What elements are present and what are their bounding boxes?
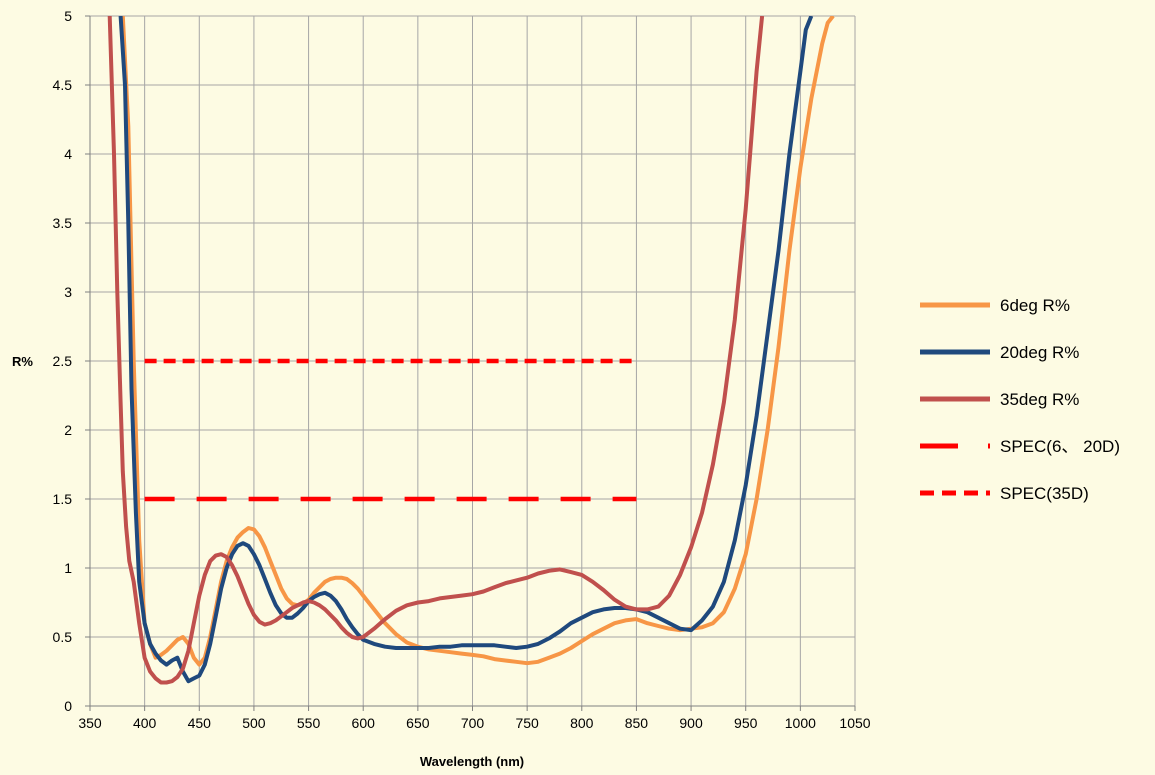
x-tick-label-10: 850 [625, 715, 649, 731]
y-axis-title: R% [12, 354, 33, 369]
legend-label-0: 6deg R% [1000, 296, 1070, 315]
y-tick-label-3: 1.5 [53, 491, 73, 507]
y-tick-label-2: 1 [64, 560, 72, 576]
series-line-1 [118, 16, 814, 684]
y-tick-label-1: 0.5 [53, 629, 73, 645]
y-tick-label-4: 2 [64, 422, 72, 438]
x-tick-label-2: 450 [188, 715, 212, 731]
x-tick-label-4: 550 [297, 715, 321, 731]
x-tick-label-5: 600 [352, 715, 376, 731]
x-tick-label-8: 750 [515, 715, 539, 731]
series-layer [107, 16, 835, 685]
x-axis-title: Wavelength (nm) [420, 754, 524, 769]
series-line-2 [107, 16, 765, 685]
x-tick-label-13: 1000 [785, 715, 816, 731]
y-tick-label-0: 0 [64, 698, 72, 714]
x-tick-label-7: 700 [461, 715, 485, 731]
legend-label-4: SPEC(35D) [1000, 484, 1089, 503]
tick-labels: 350 400 450 500 550 600 650 700 750 800 850 900 950 1… [53, 8, 871, 731]
legend-label-1: 20deg R% [1000, 343, 1079, 362]
y-tick-label-6: 3 [64, 284, 72, 300]
x-tick-label-11: 900 [679, 715, 703, 731]
y-tick-label-10: 5 [64, 8, 72, 24]
legend-label-2: 35deg R% [1000, 390, 1079, 409]
legend-label-3: SPEC(6、 20D) [1000, 437, 1120, 456]
y-tick-label-5: 2.5 [53, 353, 73, 369]
x-tick-label-12: 950 [734, 715, 758, 731]
x-tick-label-1: 400 [133, 715, 157, 731]
y-tick-label-7: 3.5 [53, 215, 73, 231]
x-tick-label-14: 1050 [839, 715, 870, 731]
legend: 6deg R% 20deg R% 35deg R% SPEC(6、 20D) SPEC(… [920, 296, 1120, 503]
x-tick-label-6: 650 [406, 715, 430, 731]
x-tick-label-0: 350 [78, 715, 102, 731]
y-tick-label-9: 4.5 [53, 77, 73, 93]
x-tick-label-3: 500 [242, 715, 266, 731]
x-tick-label-9: 800 [570, 715, 594, 731]
y-tick-label-8: 4 [64, 146, 72, 162]
